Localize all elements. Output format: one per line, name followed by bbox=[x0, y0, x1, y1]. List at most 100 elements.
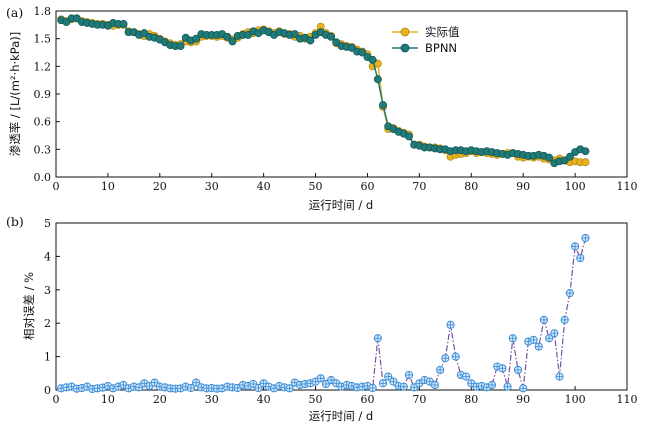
error-point bbox=[545, 334, 554, 343]
point-bpnn bbox=[379, 101, 387, 110]
y-tick-label: 0.0 bbox=[34, 171, 52, 184]
error-point bbox=[446, 320, 455, 329]
point-bpnn bbox=[176, 42, 185, 50]
y-tick-label: 3 bbox=[44, 284, 51, 297]
error-point bbox=[368, 383, 377, 393]
error-point bbox=[555, 372, 564, 381]
legend-actual-marker bbox=[400, 27, 410, 37]
panel-b-series bbox=[57, 233, 590, 394]
x-tick-label: 40 bbox=[257, 393, 271, 406]
panel-a-series bbox=[57, 14, 590, 168]
point-bpnn bbox=[290, 30, 299, 39]
x-tick-label: 10 bbox=[101, 180, 115, 193]
point-bpnn bbox=[327, 32, 336, 41]
panel-b-xlabel: 运行时间 / d bbox=[309, 409, 374, 423]
x-tick-label: 20 bbox=[153, 180, 167, 193]
error-point bbox=[508, 334, 517, 343]
x-tick-label: 90 bbox=[516, 180, 530, 193]
y-tick-label: 1.8 bbox=[34, 5, 52, 18]
error-point bbox=[451, 352, 460, 361]
error-point bbox=[513, 365, 523, 375]
panel-b-ticks: 0 10 20 30 40 50 60 70 80 90 100 110 0 1 2 3 4 5 bbox=[44, 217, 638, 406]
y-tick-label: 0.9 bbox=[34, 88, 52, 101]
x-tick-label: 110 bbox=[617, 180, 638, 193]
error-point bbox=[498, 364, 507, 373]
x-tick-label: 20 bbox=[153, 393, 167, 406]
x-tick-label: 100 bbox=[565, 180, 586, 193]
point-bpnn bbox=[545, 153, 554, 162]
error-point bbox=[254, 383, 263, 393]
panel-a-xlabel: 运行时间 / d bbox=[309, 198, 374, 212]
point-actual bbox=[581, 158, 590, 167]
error-point bbox=[519, 384, 528, 393]
error-point bbox=[581, 233, 590, 243]
point-bpnn bbox=[358, 48, 367, 57]
panel-a-legend: 实际值 BPNN bbox=[392, 25, 460, 55]
panel-a-ylabel: 渗透率 / [L/(m²·h·kPa)] bbox=[8, 32, 22, 156]
point-bpnn bbox=[565, 152, 574, 161]
point-bpnn bbox=[373, 75, 382, 84]
x-tick-label: 10 bbox=[101, 393, 115, 406]
error-point bbox=[576, 253, 585, 263]
error-point bbox=[316, 374, 325, 383]
panel-a-ticks: 0 10 20 30 40 50 60 70 80 90 100 110 0.0 0.3 0.6 0.9 1.2… bbox=[34, 5, 638, 193]
x-tick-label: 50 bbox=[309, 180, 323, 193]
error-point bbox=[404, 370, 414, 380]
error-point bbox=[150, 378, 159, 387]
panel-b-label: (b) bbox=[6, 214, 24, 229]
x-tick-label: 40 bbox=[257, 180, 271, 193]
error-point bbox=[192, 378, 201, 387]
series-line-bpnn bbox=[60, 17, 586, 165]
point-bpnn bbox=[223, 32, 232, 41]
legend-bpnn-marker bbox=[400, 43, 410, 53]
x-tick-label: 70 bbox=[412, 393, 426, 406]
error-point bbox=[565, 289, 575, 298]
x-tick-label: 90 bbox=[516, 393, 530, 406]
x-tick-label: 50 bbox=[309, 393, 323, 406]
error-point bbox=[384, 372, 393, 381]
legend-bpnn-label: BPNN bbox=[425, 41, 457, 55]
x-tick-label: 80 bbox=[464, 180, 478, 193]
error-point bbox=[487, 380, 497, 390]
error-point bbox=[560, 315, 569, 324]
error-point bbox=[539, 315, 549, 324]
y-tick-label: 0.6 bbox=[34, 116, 52, 129]
error-point bbox=[534, 342, 543, 351]
y-tick-label: 1.5 bbox=[34, 33, 52, 46]
error-point bbox=[441, 354, 450, 363]
error-point bbox=[321, 379, 331, 389]
error-point bbox=[550, 329, 559, 338]
error-point bbox=[461, 372, 471, 381]
error-line bbox=[61, 237, 587, 390]
x-tick-label: 30 bbox=[205, 180, 219, 193]
y-tick-label: 0.3 bbox=[34, 143, 52, 156]
error-point bbox=[186, 383, 196, 393]
point-bpnn bbox=[306, 36, 315, 45]
panel-a-label: (a) bbox=[6, 5, 23, 20]
y-tick-label: 2 bbox=[44, 317, 51, 330]
point-bpnn bbox=[368, 55, 377, 64]
point-bpnn bbox=[119, 19, 128, 28]
y-tick-label: 1 bbox=[44, 351, 51, 364]
error-point bbox=[570, 242, 580, 251]
error-point bbox=[378, 379, 388, 388]
panel-b-frame bbox=[55, 222, 628, 391]
error-point bbox=[430, 380, 440, 390]
point-bpnn bbox=[405, 132, 413, 141]
x-tick-label: 30 bbox=[205, 393, 219, 406]
x-tick-label: 0 bbox=[53, 393, 60, 406]
x-tick-label: 100 bbox=[565, 393, 586, 406]
x-tick-label: 80 bbox=[464, 393, 478, 406]
x-tick-label: 60 bbox=[360, 393, 374, 406]
point-bpnn bbox=[228, 37, 237, 46]
legend-actual-label: 实际值 bbox=[425, 25, 460, 39]
series-line-actual bbox=[60, 17, 586, 164]
x-tick-label: 110 bbox=[617, 393, 638, 406]
error-point bbox=[389, 377, 398, 386]
error-point bbox=[399, 382, 408, 391]
y-tick-label: 0 bbox=[44, 384, 51, 397]
x-tick-label: 70 bbox=[412, 180, 426, 193]
y-tick-label: 5 bbox=[44, 217, 51, 230]
point-bpnn bbox=[581, 147, 590, 156]
